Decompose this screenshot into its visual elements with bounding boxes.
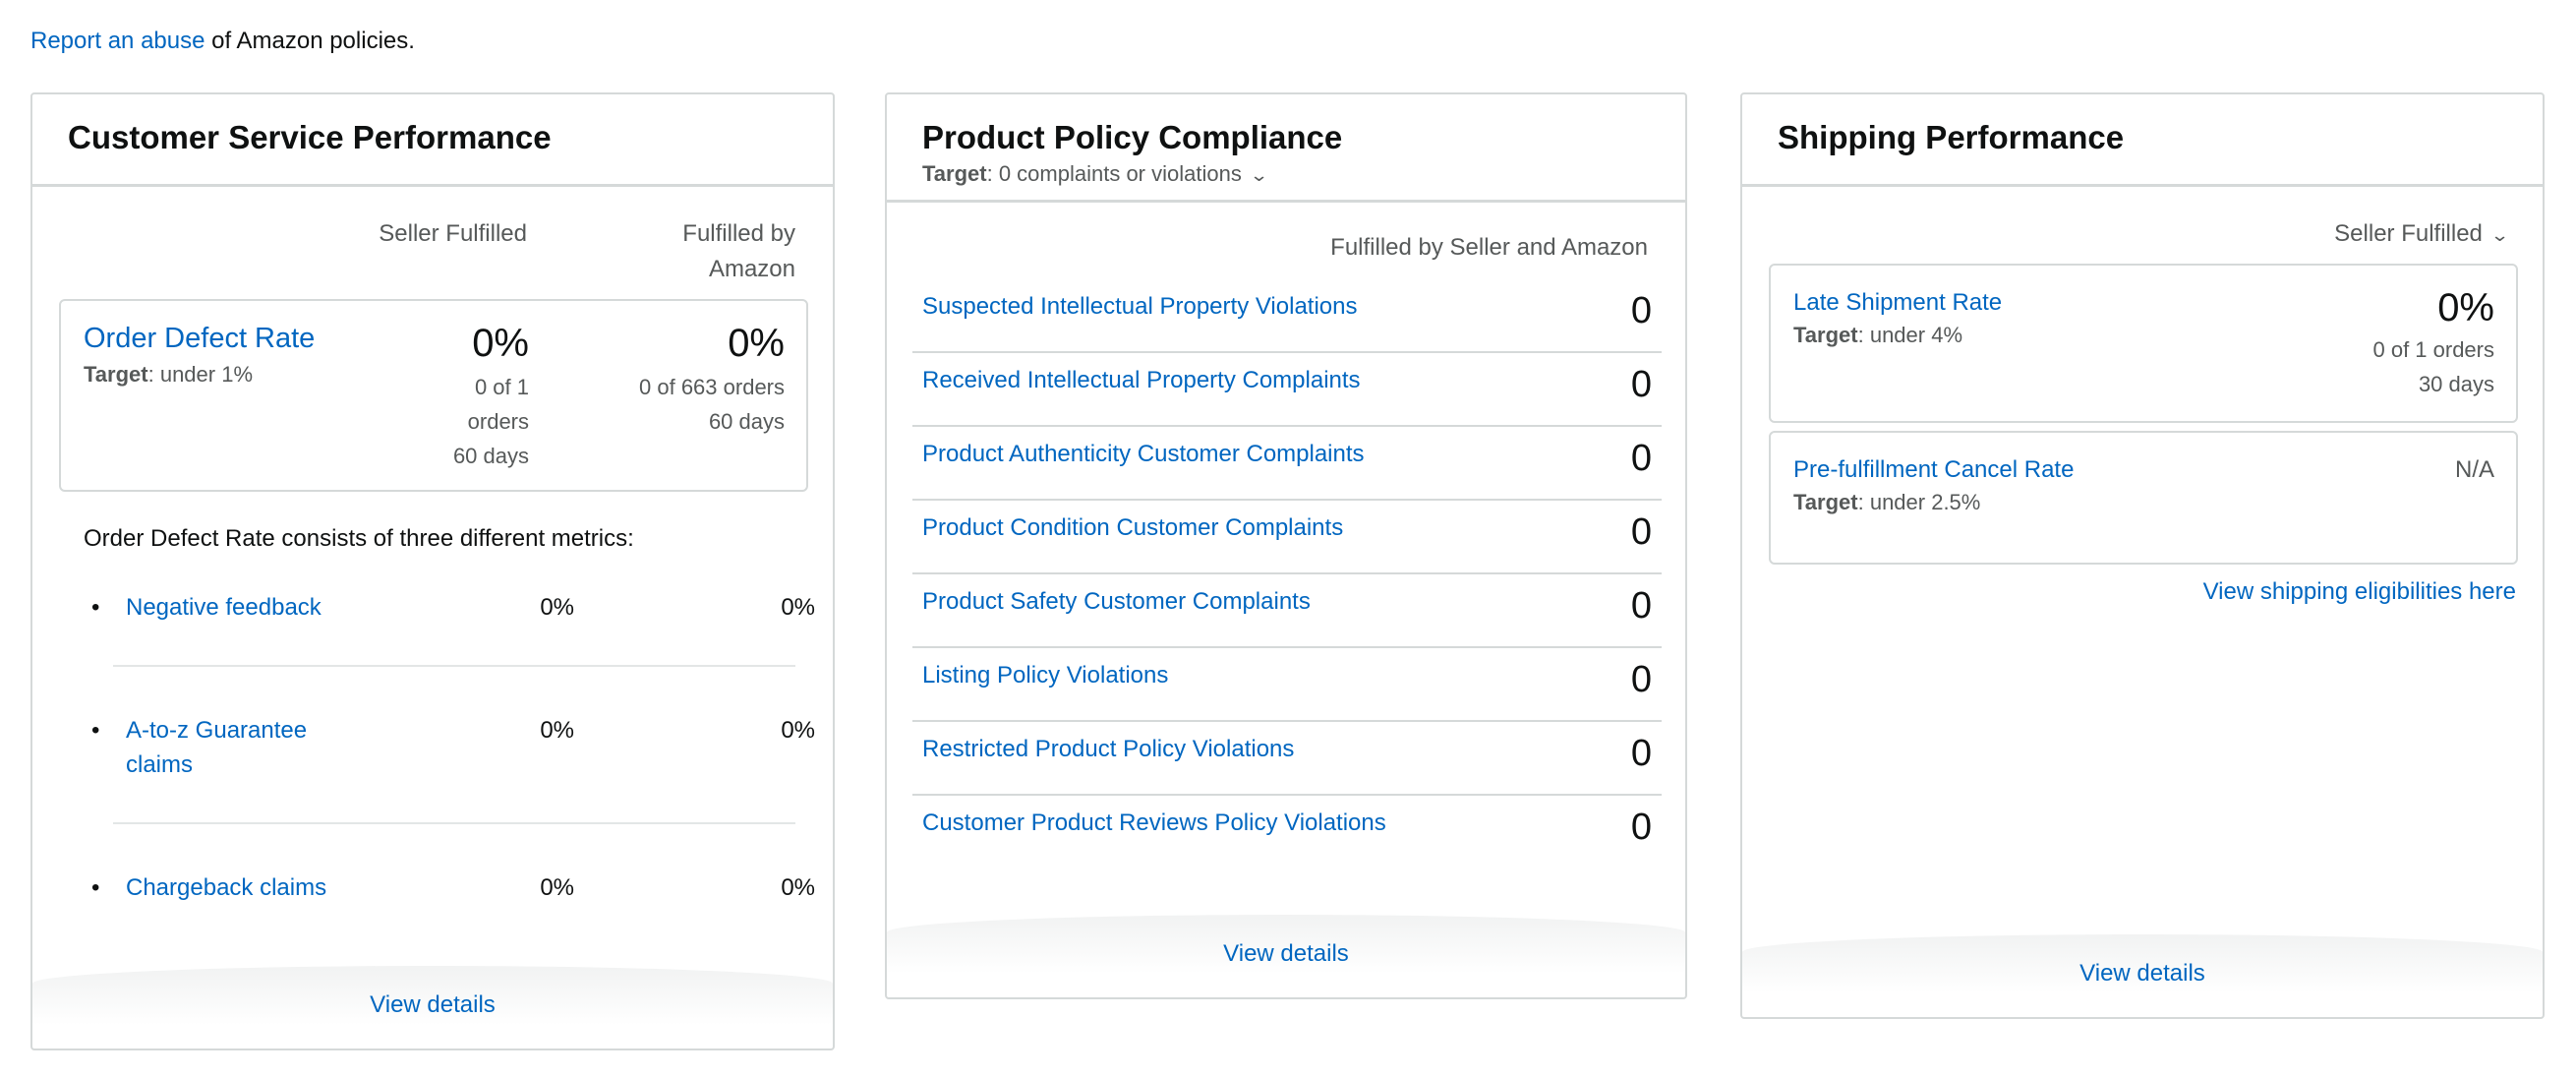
bullet: • xyxy=(91,594,100,621)
divider xyxy=(113,665,795,667)
negative-feedback-seller: 0% xyxy=(540,594,574,621)
chargeback-amazon: 0% xyxy=(781,874,815,901)
card-header: Customer Service Performance xyxy=(32,94,833,187)
card-header: Product Policy Compliance Target: 0 comp… xyxy=(887,94,1685,203)
fulfilled-by-seller-and-amazon-header: Fulfilled by Seller and Amazon xyxy=(1330,234,1648,261)
view-details-link[interactable]: View details xyxy=(1223,940,1349,967)
card-title: Shipping Performance xyxy=(1778,119,2125,155)
policy-link-received-ip[interactable]: Received Intellectual Property Complaint… xyxy=(922,367,1361,393)
odr-seller-line3: 60 days xyxy=(452,444,529,468)
policy-link-restricted[interactable]: Restricted Product Policy Violations xyxy=(922,736,1295,762)
target-label: Target xyxy=(1793,490,1858,514)
negative-feedback-link[interactable]: Negative feedback xyxy=(126,594,322,621)
pre-fulfillment-cancel-rate-box: Pre-fulfillment Cancel Rate Target: unde… xyxy=(1769,431,2518,565)
product-policy-compliance-card: Product Policy Compliance Target: 0 comp… xyxy=(885,92,1687,999)
policy-count: 0 xyxy=(1630,659,1652,700)
customer-service-performance-card: Customer Service Performance Seller Fulf… xyxy=(30,92,835,1050)
odr-seller-line1: 0 of 1 xyxy=(474,375,529,399)
odr-seller-detail: 0 of 1 orders 60 days xyxy=(453,370,529,473)
target-label: Target xyxy=(1793,323,1858,347)
odr-amazon-line2: 60 days xyxy=(708,409,785,434)
late-shipment-line1: 0 of 1 orders xyxy=(2372,337,2494,362)
policy-row: Suspected Intellectual Property Violatio… xyxy=(912,279,1662,353)
target-value: : 0 complaints or violations xyxy=(986,161,1242,186)
divider xyxy=(113,822,795,824)
target-value: : under 4% xyxy=(1857,323,1963,347)
fulfilled-by-amazon-header: Fulfilled by Amazon xyxy=(579,216,795,287)
policy-target-dropdown[interactable]: Target: 0 complaints or violations ⌄ xyxy=(922,159,1650,190)
fba-header-line1: Fulfilled by xyxy=(682,220,795,247)
card-header: Shipping Performance xyxy=(1742,94,2543,187)
late-shipment-line2: 30 days xyxy=(2418,372,2494,396)
odr-seller-value: 0% xyxy=(472,322,529,365)
a-to-z-amazon: 0% xyxy=(781,717,815,744)
policy-link-condition[interactable]: Product Condition Customer Complaints xyxy=(922,514,1344,541)
a-to-z-seller: 0% xyxy=(540,717,574,744)
footer-shade xyxy=(32,966,833,1025)
order-defect-rate-box: Order Defect Rate Target: under 1% 0% 0 … xyxy=(59,299,808,492)
policy-count: 0 xyxy=(1630,733,1652,774)
odr-amazon-line1: 0 of 663 orders xyxy=(639,375,785,399)
policy-count: 0 xyxy=(1630,807,1652,848)
late-shipment-rate-link[interactable]: Late Shipment Rate xyxy=(1793,289,2003,316)
seller-fulfilled-header: Seller Fulfilled xyxy=(379,220,527,247)
chargeback-claims-link[interactable]: Chargeback claims xyxy=(126,874,327,901)
policy-row: Listing Policy Violations 0 xyxy=(912,648,1662,722)
view-details-link[interactable]: View details xyxy=(2079,960,2205,987)
negative-feedback-amazon: 0% xyxy=(781,594,815,621)
target-value: : under 2.5% xyxy=(1857,490,1981,514)
policy-row: Customer Product Reviews Policy Violatio… xyxy=(912,796,1662,869)
fulfillment-filter-dropdown[interactable]: Seller Fulfilled ⌄ xyxy=(2334,216,2510,253)
view-shipping-eligibilities-link[interactable]: View shipping eligibilities here xyxy=(2202,578,2516,605)
chevron-down-icon: ⌄ xyxy=(1249,165,1269,185)
late-shipment-rate-box: Late Shipment Rate Target: under 4% 0% 0… xyxy=(1769,264,2518,423)
target-value: : under 1% xyxy=(147,362,254,387)
policy-count: 0 xyxy=(1630,438,1652,479)
policy-row: Product Safety Customer Complaints 0 xyxy=(912,574,1662,648)
order-defect-rate-link[interactable]: Order Defect Rate xyxy=(84,323,316,354)
filter-label: Seller Fulfilled xyxy=(2334,220,2483,247)
late-shipment-target: Target: under 4% xyxy=(1793,321,1962,350)
policy-link-suspected-ip[interactable]: Suspected Intellectual Property Violatio… xyxy=(922,293,1358,320)
target-label: Target xyxy=(84,362,148,387)
target-label: Target xyxy=(922,161,987,186)
odr-amazon-value: 0% xyxy=(728,322,785,365)
card-title: Customer Service Performance xyxy=(68,119,552,155)
late-shipment-value: 0% xyxy=(2437,286,2494,329)
cancel-rate-value: N/A xyxy=(2454,456,2494,483)
odr-seller-line2: orders xyxy=(467,409,529,434)
abuse-report-line: Report an abuse of Amazon policies. xyxy=(30,26,415,57)
policy-row: Product Authenticity Customer Complaints… xyxy=(912,427,1662,501)
policy-count: 0 xyxy=(1630,511,1652,553)
bullet: • xyxy=(91,874,100,901)
policy-row: Restricted Product Policy Violations 0 xyxy=(912,722,1662,796)
chargeback-seller: 0% xyxy=(540,874,574,901)
footer-shade xyxy=(1742,934,2543,993)
policy-count: 0 xyxy=(1630,585,1652,627)
policy-link-reviews[interactable]: Customer Product Reviews Policy Violatio… xyxy=(922,809,1386,836)
late-shipment-detail: 0 of 1 orders 30 days xyxy=(2372,332,2494,401)
view-details-link[interactable]: View details xyxy=(370,991,496,1018)
policy-row: Received Intellectual Property Complaint… xyxy=(912,353,1662,427)
policy-count: 0 xyxy=(1630,364,1652,405)
pre-fulfillment-cancel-rate-link[interactable]: Pre-fulfillment Cancel Rate xyxy=(1793,456,2075,483)
policy-link-safety[interactable]: Product Safety Customer Complaints xyxy=(922,588,1311,615)
odr-target: Target: under 1% xyxy=(84,360,253,389)
odr-consists-text: Order Defect Rate consists of three diff… xyxy=(84,525,634,552)
policy-link-authenticity[interactable]: Product Authenticity Customer Complaints xyxy=(922,441,1365,467)
policy-row: Product Condition Customer Complaints 0 xyxy=(912,501,1662,574)
fba-header-line2: Amazon xyxy=(708,256,795,282)
report-abuse-link[interactable]: Report an abuse xyxy=(30,28,205,54)
policy-count: 0 xyxy=(1630,290,1652,331)
report-abuse-suffix: of Amazon policies. xyxy=(205,28,415,54)
shipping-performance-card: Shipping Performance Seller Fulfilled ⌄ L… xyxy=(1740,92,2545,1019)
policy-link-listing[interactable]: Listing Policy Violations xyxy=(922,662,1169,689)
chevron-down-icon: ⌄ xyxy=(2489,225,2510,245)
bullet: • xyxy=(91,717,100,744)
a-to-z-claims-link[interactable]: A-to-z Guarantee claims xyxy=(126,717,308,778)
cancel-rate-target: Target: under 2.5% xyxy=(1793,488,1980,517)
odr-amazon-detail: 0 of 663 orders 60 days xyxy=(639,370,785,439)
footer-shade xyxy=(887,915,1685,974)
card-title: Product Policy Compliance xyxy=(922,119,1343,155)
